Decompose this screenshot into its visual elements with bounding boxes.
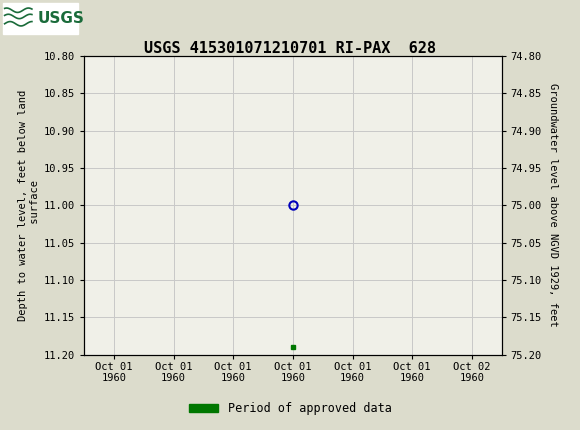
Y-axis label: Depth to water level, feet below land
 surface: Depth to water level, feet below land su… [18, 90, 39, 321]
Text: USGS 415301071210701 RI-PAX  628: USGS 415301071210701 RI-PAX 628 [144, 41, 436, 56]
Y-axis label: Groundwater level above NGVD 1929, feet: Groundwater level above NGVD 1929, feet [548, 83, 557, 327]
Legend: Period of approved data: Period of approved data [184, 397, 396, 420]
Text: USGS: USGS [38, 11, 85, 26]
